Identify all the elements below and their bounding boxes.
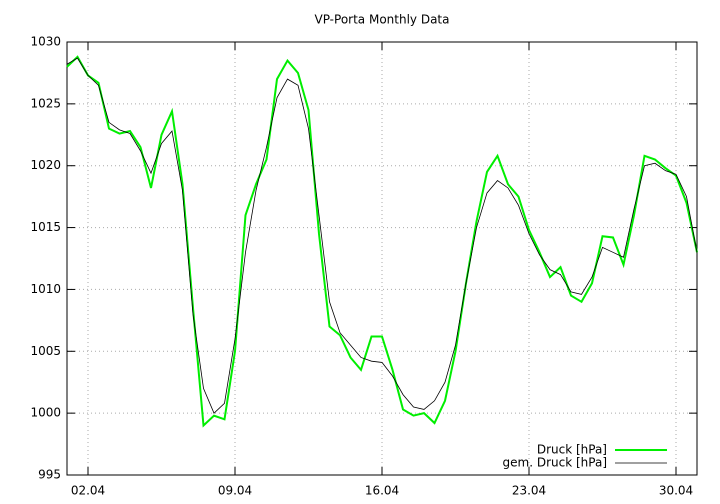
series-line <box>66 55 698 428</box>
plot-frame <box>66 41 698 476</box>
x-tick-label: 16.04 <box>365 484 399 498</box>
legend-label: gem. Druck [hPa] <box>503 456 607 470</box>
x-tick-label: 30.04 <box>659 484 693 498</box>
chart-title: VP-Porta Monthly Data <box>315 13 450 27</box>
series-line <box>66 57 698 414</box>
y-tick-label: 995 <box>38 468 61 482</box>
legend-label: Druck [hPa] <box>537 443 607 457</box>
x-tick-label: 09.04 <box>218 484 252 498</box>
y-tick-label: 1005 <box>30 344 61 358</box>
y-tick-label: 1010 <box>30 282 61 296</box>
x-tick-label: 02.04 <box>71 484 105 498</box>
x-tick-label: 23.04 <box>512 484 546 498</box>
y-tick-label: 1025 <box>30 96 61 110</box>
y-tick-label: 1000 <box>30 406 61 420</box>
y-tick-label: 1015 <box>30 220 61 234</box>
y-tick-label: 1020 <box>30 158 61 172</box>
y-tick-label: 1030 <box>30 35 61 49</box>
